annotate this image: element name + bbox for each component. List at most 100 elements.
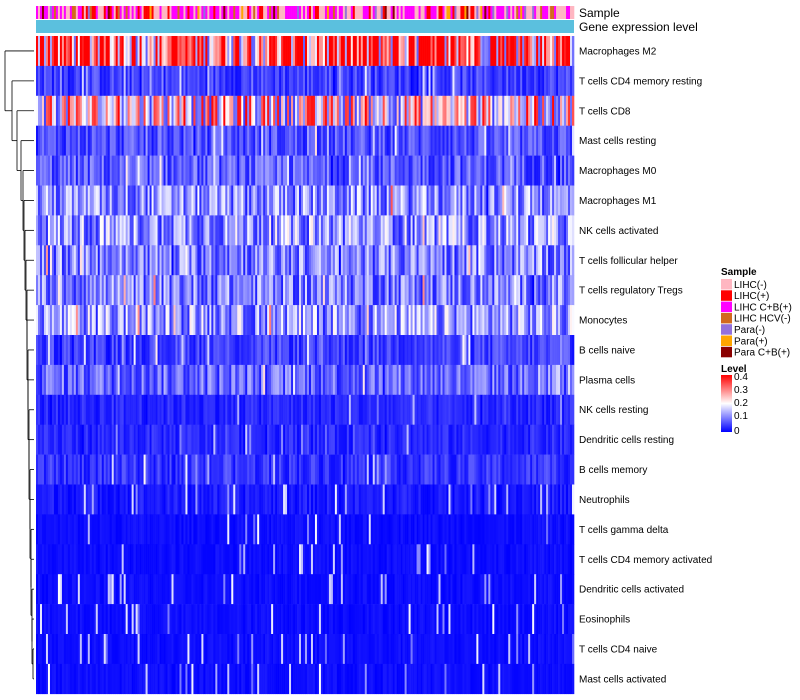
heatmap-cell	[438, 185, 441, 216]
heatmap-cell	[420, 305, 423, 336]
heatmap-cell	[336, 245, 340, 276]
heatmap-cell	[408, 155, 411, 186]
heatmap-cell	[185, 185, 188, 216]
heatmap-cell	[291, 215, 294, 246]
heatmap-cell	[213, 424, 216, 455]
heatmap-cell	[163, 185, 166, 216]
heatmap-cell	[49, 245, 53, 276]
heatmap-cell	[486, 305, 489, 336]
heatmap-cell	[221, 125, 224, 156]
sample-annotation-cell	[346, 6, 350, 19]
heatmap-cell	[55, 275, 59, 306]
heatmap-cell	[257, 36, 260, 67]
heatmap-cell	[151, 305, 154, 336]
heatmap-cell	[73, 65, 77, 97]
heatmap-cell	[374, 95, 378, 126]
heatmap-cell	[538, 514, 541, 545]
heatmap-cell	[53, 155, 57, 186]
heatmap-cell	[538, 364, 541, 396]
heatmap-cell	[73, 155, 77, 186]
heatmap-cell	[508, 245, 511, 276]
heatmap-cell	[436, 65, 439, 97]
heatmap-cell	[528, 424, 531, 455]
heatmap-cell	[183, 95, 186, 126]
heatmap-cell	[462, 185, 465, 216]
heatmap-cell	[482, 275, 485, 306]
heatmap-cell	[334, 394, 338, 425]
heatmap-cell	[462, 454, 465, 485]
heatmap-cell	[43, 155, 47, 186]
heatmap-cell	[81, 484, 85, 515]
heatmap-cell	[301, 394, 304, 425]
heatmap-cell	[147, 155, 150, 186]
heatmap-cell	[540, 185, 543, 216]
heatmap-cell	[526, 95, 529, 126]
heatmap-cell	[63, 275, 67, 306]
heatmap-cell	[131, 514, 134, 545]
heatmap-cell	[167, 364, 170, 396]
heatmap-cell	[265, 65, 268, 97]
heatmap-cell	[314, 155, 318, 186]
heatmap-cell	[478, 364, 481, 396]
heatmap-cell	[408, 394, 411, 425]
heatmap-cell	[103, 484, 107, 515]
heatmap-cell	[289, 95, 292, 126]
heatmap-cell	[346, 514, 350, 545]
heatmap-cell	[340, 514, 344, 545]
heatmap-cell	[67, 155, 71, 186]
heatmap-cell	[392, 484, 395, 515]
heatmap-cell	[283, 95, 286, 126]
heatmap-cell	[89, 215, 93, 246]
heatmap-cell	[370, 275, 374, 306]
heatmap-cell	[418, 484, 421, 515]
heatmap-cell	[295, 394, 298, 425]
heatmap-cell	[129, 275, 132, 306]
heatmap-cell	[326, 125, 330, 156]
heatmap-cell	[217, 364, 220, 396]
heatmap-cell	[326, 215, 330, 246]
heatmap-cell	[127, 275, 130, 306]
heatmap-cell	[324, 424, 328, 455]
heatmap-cell	[36, 245, 39, 276]
heatmap-cell	[145, 36, 148, 67]
heatmap-cell	[71, 155, 75, 186]
heatmap-cell	[111, 65, 115, 97]
heatmap-cell	[177, 364, 180, 396]
heatmap-cell	[486, 125, 489, 156]
heatmap-cell	[101, 364, 105, 396]
sample-annotation-track	[36, 6, 575, 19]
heatmap-cell	[181, 36, 184, 67]
heatmap-cell	[133, 335, 136, 366]
heatmap-cell	[209, 65, 212, 97]
heatmap-cell	[370, 95, 374, 126]
heatmap-cell	[129, 95, 132, 126]
heatmap-cell	[368, 454, 372, 485]
heatmap-cell	[366, 484, 370, 515]
heatmap-cell	[430, 215, 433, 246]
heatmap-cell	[133, 394, 136, 425]
heatmap-cell	[275, 454, 278, 485]
heatmap-cell	[155, 185, 158, 216]
heatmap-cell	[410, 185, 413, 216]
heatmap-cell	[342, 36, 346, 67]
heatmap-cell	[61, 394, 65, 425]
heatmap-cell	[476, 155, 479, 186]
heatmap-cell	[299, 155, 302, 186]
heatmap-cell	[342, 424, 346, 455]
heatmap-cell	[570, 155, 573, 186]
heatmap-cell	[303, 394, 306, 425]
heatmap-cell	[468, 305, 471, 336]
heatmap-cell	[305, 454, 308, 485]
heatmap-cell	[267, 514, 270, 545]
heatmap-cell	[412, 95, 415, 126]
heatmap-cell	[444, 364, 447, 396]
heatmap-cell	[153, 65, 156, 97]
heatmap-cell	[199, 364, 202, 396]
heatmap-cell	[446, 65, 449, 97]
heatmap-cell	[310, 484, 314, 515]
heatmap-cell	[458, 305, 461, 336]
heatmap-cell	[255, 394, 258, 425]
heatmap-cell	[432, 36, 435, 67]
heatmap-cell	[382, 305, 385, 336]
heatmap-cell	[197, 514, 200, 545]
